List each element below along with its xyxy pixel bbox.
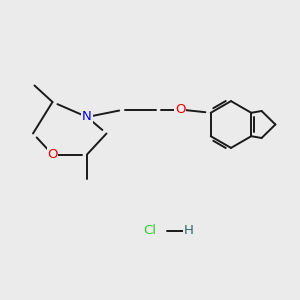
Text: H: H (184, 224, 194, 238)
Text: Cl: Cl (143, 224, 157, 238)
Text: N: N (82, 110, 92, 124)
Text: O: O (47, 148, 58, 161)
Text: O: O (175, 103, 185, 116)
